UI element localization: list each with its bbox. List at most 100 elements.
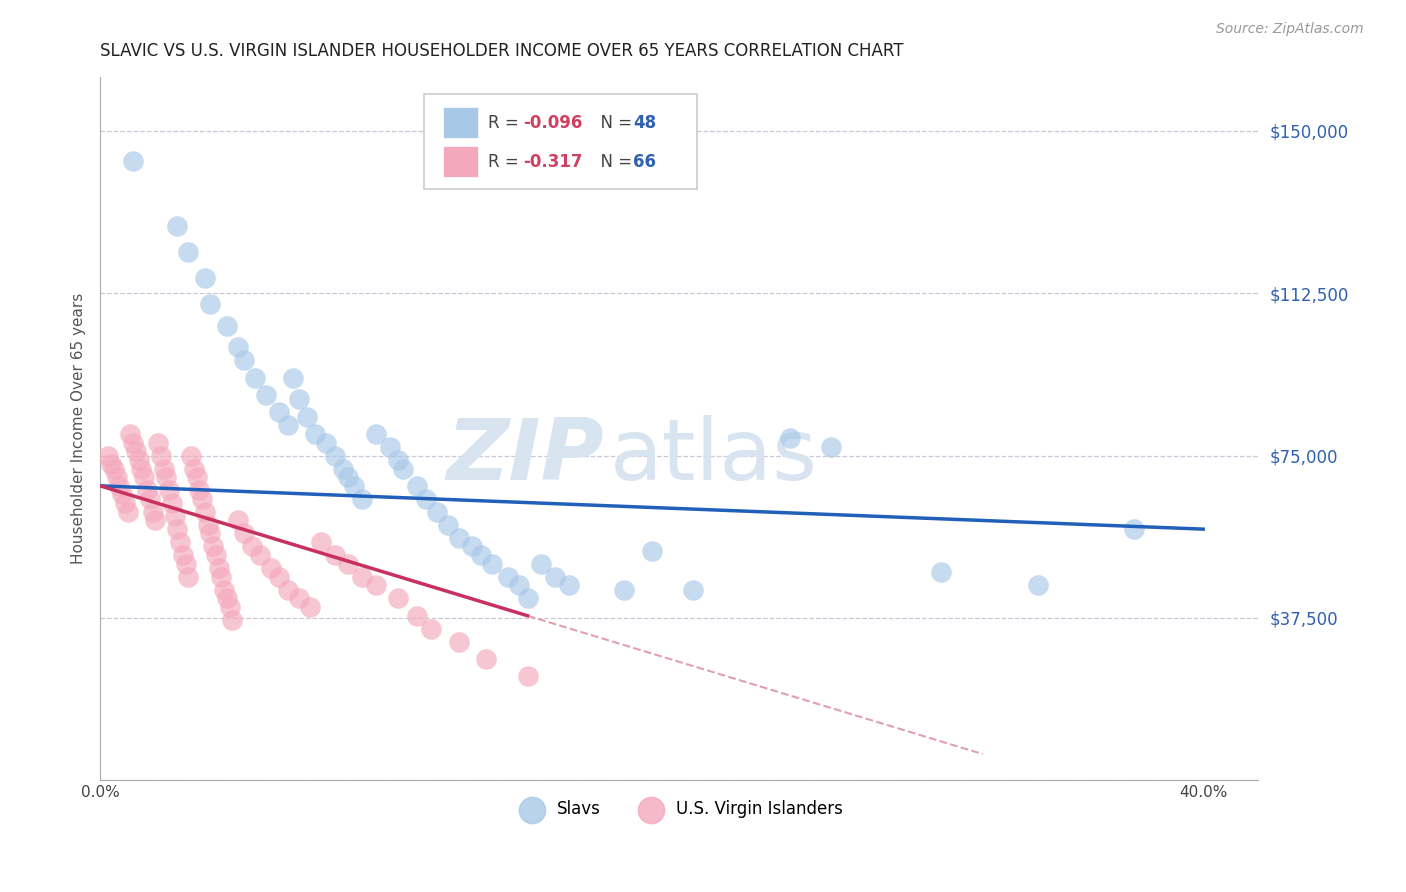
Point xyxy=(287,392,309,407)
Point xyxy=(174,557,197,571)
Point xyxy=(122,154,145,169)
Point xyxy=(820,440,842,454)
Point xyxy=(470,548,492,562)
Point xyxy=(111,487,134,501)
Point xyxy=(304,426,326,441)
Point xyxy=(122,435,145,450)
Point xyxy=(160,496,183,510)
Point xyxy=(136,483,159,498)
Point xyxy=(425,505,447,519)
Point xyxy=(447,531,470,545)
FancyBboxPatch shape xyxy=(425,95,696,189)
Point xyxy=(211,570,233,584)
Point xyxy=(447,634,470,648)
Point xyxy=(218,600,240,615)
Point xyxy=(197,517,219,532)
Point xyxy=(191,491,214,506)
Point xyxy=(139,491,162,506)
Point xyxy=(177,570,200,584)
Point xyxy=(157,483,180,498)
Point xyxy=(200,526,222,541)
Point xyxy=(128,453,150,467)
Point xyxy=(221,613,243,627)
Point xyxy=(208,561,231,575)
Point xyxy=(420,622,443,636)
Point xyxy=(131,461,153,475)
Point xyxy=(283,370,305,384)
Text: atlas: atlas xyxy=(610,415,818,498)
Point xyxy=(146,435,169,450)
Y-axis label: Householder Income Over 65 years: Householder Income Over 65 years xyxy=(72,293,86,564)
Point xyxy=(337,557,360,571)
Point xyxy=(141,505,163,519)
Point xyxy=(352,570,374,584)
Point xyxy=(240,540,263,554)
Point xyxy=(323,449,346,463)
Point xyxy=(343,479,366,493)
Point xyxy=(332,461,354,475)
Point xyxy=(226,513,249,527)
Point xyxy=(188,483,211,498)
Point xyxy=(929,566,952,580)
Point xyxy=(530,557,553,571)
Text: 66: 66 xyxy=(633,153,657,170)
Point xyxy=(254,388,277,402)
Text: ZIP: ZIP xyxy=(446,415,605,498)
Point xyxy=(544,570,567,584)
Point xyxy=(406,479,429,493)
Point xyxy=(640,543,662,558)
Point xyxy=(277,418,299,433)
Point xyxy=(516,669,538,683)
Point xyxy=(232,353,254,368)
Point xyxy=(496,570,519,584)
Point xyxy=(149,449,172,463)
Point xyxy=(364,426,387,441)
Point xyxy=(97,449,120,463)
Point xyxy=(125,444,148,458)
Point xyxy=(155,470,177,484)
Point xyxy=(249,548,271,562)
Point xyxy=(260,561,283,575)
Point xyxy=(269,570,291,584)
Point xyxy=(114,496,136,510)
Text: 48: 48 xyxy=(633,114,657,132)
Point xyxy=(378,440,401,454)
Point xyxy=(202,540,225,554)
FancyBboxPatch shape xyxy=(443,145,478,177)
Point xyxy=(392,461,415,475)
Point xyxy=(436,517,458,532)
Point xyxy=(226,340,249,354)
Text: -0.096: -0.096 xyxy=(523,114,582,132)
Point xyxy=(387,591,409,606)
Point xyxy=(1123,522,1146,536)
Point xyxy=(120,426,142,441)
Point xyxy=(108,479,131,493)
Point xyxy=(287,591,309,606)
Point xyxy=(134,470,156,484)
Text: N =: N = xyxy=(591,114,637,132)
Point xyxy=(682,582,704,597)
Point xyxy=(558,578,581,592)
Point xyxy=(508,578,530,592)
Point xyxy=(315,435,337,450)
Point xyxy=(387,453,409,467)
Point xyxy=(215,318,238,333)
Point xyxy=(200,297,222,311)
Point xyxy=(461,540,484,554)
Point xyxy=(415,491,437,506)
Point xyxy=(364,578,387,592)
Point xyxy=(205,548,228,562)
Legend: Slavs, U.S. Virgin Islanders: Slavs, U.S. Virgin Islanders xyxy=(509,793,849,825)
Point xyxy=(779,431,801,445)
Point xyxy=(613,582,636,597)
Point xyxy=(117,505,139,519)
Point xyxy=(177,244,200,259)
Point xyxy=(1026,578,1049,592)
Point xyxy=(215,591,238,606)
Point xyxy=(212,582,235,597)
Point xyxy=(169,535,191,549)
Text: N =: N = xyxy=(591,153,637,170)
Point xyxy=(100,457,122,471)
Point xyxy=(298,600,321,615)
Point xyxy=(516,591,538,606)
